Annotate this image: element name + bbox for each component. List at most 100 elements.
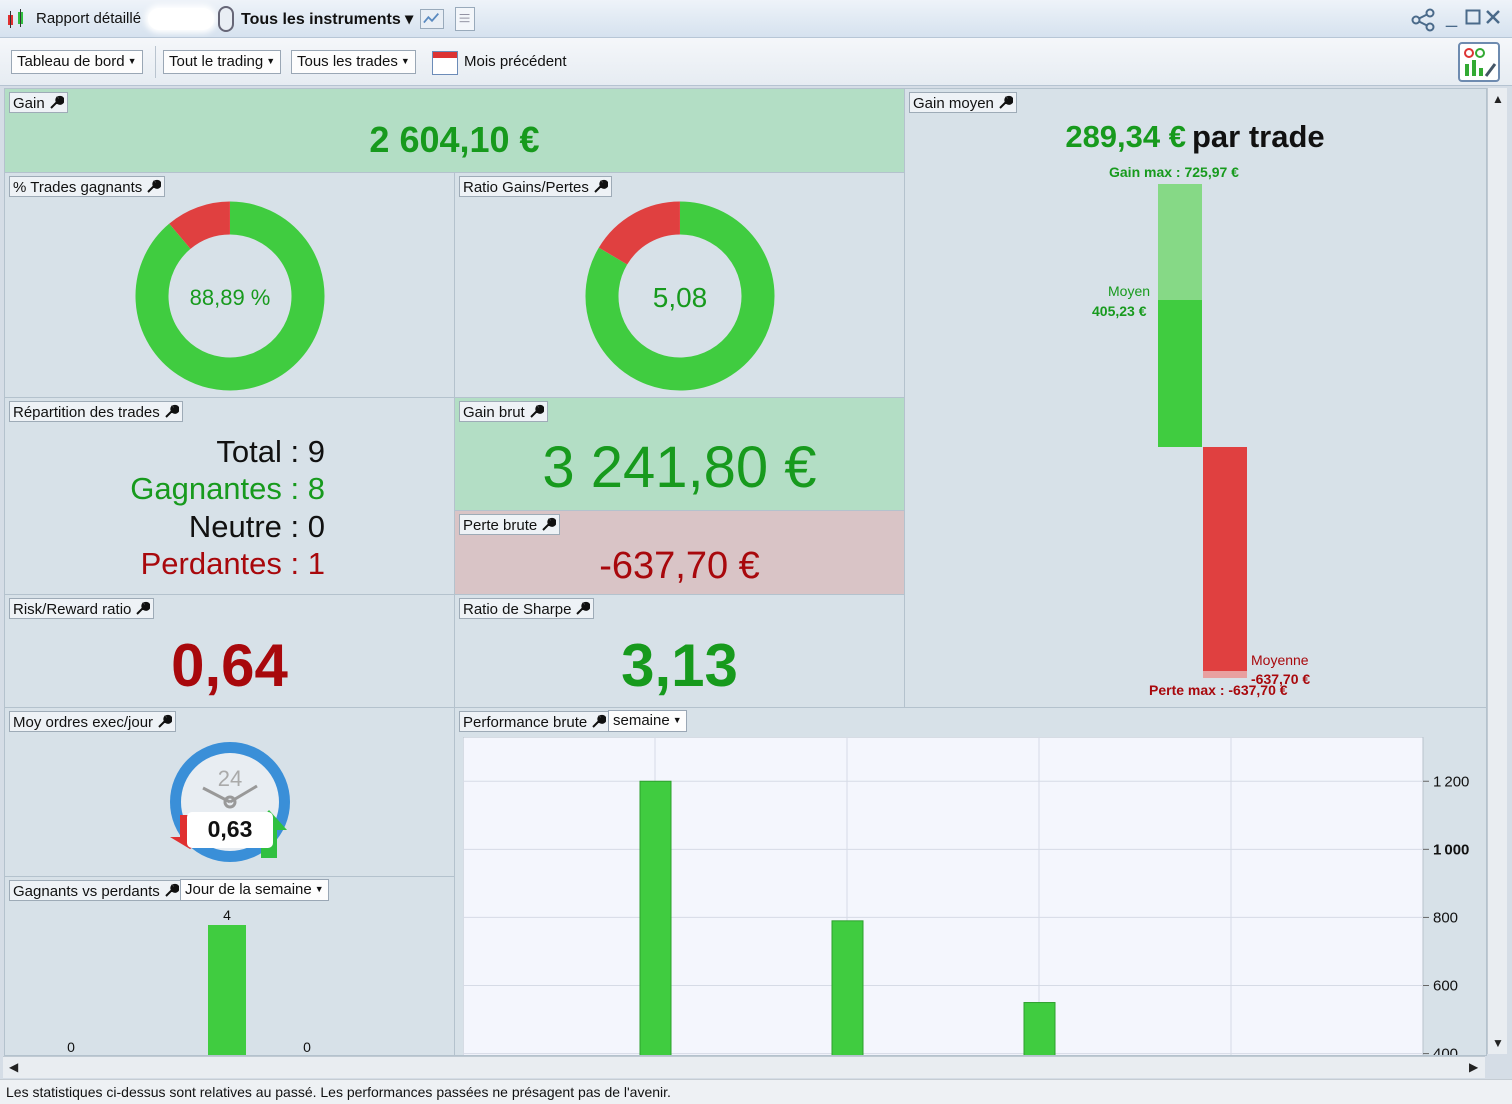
winning-trades-label: Gagnantes : — [130, 471, 308, 506]
risk-reward-title: Risk/Reward ratio — [9, 598, 155, 619]
y-tick-label: 400 — [1433, 1046, 1458, 1056]
wrench-icon[interactable] — [156, 713, 173, 729]
average-gain-value: 289,34 € — [1065, 119, 1186, 154]
gain-loss-donut: 5,08 — [585, 201, 775, 391]
wrench-icon[interactable] — [163, 882, 179, 898]
wrench-icon[interactable] — [48, 94, 64, 110]
donut-loss-segment — [598, 201, 681, 266]
calendar-icon[interactable] — [432, 51, 458, 75]
losing-trades: Perdantes : 1 — [5, 546, 325, 582]
gross-performance-chart: 400 600 800 1 000 1 200 — [463, 737, 1469, 1056]
winloss-bar[interactable] — [208, 925, 246, 1056]
report-app-icon — [8, 9, 23, 28]
wrench-icon[interactable] — [528, 403, 544, 419]
close-icon[interactable] — [1485, 8, 1501, 31]
minimize-icon[interactable]: _ — [1446, 6, 1458, 28]
wrench-icon[interactable] — [592, 178, 608, 194]
avg-loss-bar — [1203, 447, 1247, 671]
wrench-icon[interactable] — [540, 516, 557, 532]
gross-loss-panel: Perte brute -637,70 € — [454, 510, 905, 596]
perf-bar[interactable] — [831, 920, 864, 1056]
scroll-left-icon[interactable]: ◀ — [9, 1060, 19, 1074]
average-gain-header: 289,34 € par trade — [905, 119, 1485, 155]
win-rate-title: % Trades gagnants — [9, 176, 166, 197]
neutral-trades-label: Neutre : — [188, 509, 308, 544]
horizontal-scrollbar[interactable]: ◀ ▶ — [3, 1056, 1485, 1078]
winloss-bar-label: 0 — [67, 1039, 75, 1055]
gain-title: Gain — [9, 92, 68, 113]
trading-dropdown-label: Tout le trading — [169, 53, 264, 70]
winning-trades: Gagnantes : 8 — [5, 471, 325, 507]
wrench-icon[interactable] — [997, 94, 1013, 110]
gross-gain-value: 3 241,80 € — [542, 435, 817, 500]
y-tick-label: 600 — [1433, 978, 1458, 995]
risk-reward-panel: Risk/Reward ratio 0,64 — [4, 594, 455, 708]
document-icon[interactable] — [455, 7, 475, 31]
wrench-icon[interactable] — [163, 403, 179, 419]
gain-loss-ratio-title-label: Ratio Gains/Pertes — [463, 179, 589, 196]
chevron-down-icon: ▼ — [672, 715, 682, 725]
win-rate-title-label: % Trades gagnants — [13, 179, 143, 196]
winloss-bar-label: 4 — [223, 907, 231, 923]
win-rate-donut: 88,89 % — [135, 201, 325, 391]
average-gain-panel: Gain moyen 289,34 € par trade Gain max : … — [904, 88, 1487, 708]
winners-vs-losers-panel: Gagnants vs perdants Jour de la semaine ▼… — [4, 876, 455, 1056]
win-rate-panel: % Trades gagnants 88,89 % — [4, 172, 455, 399]
donut-win-segment — [135, 201, 325, 391]
win-rate-value: 88,89 % — [190, 285, 271, 310]
scroll-down-icon[interactable]: ▼ — [1492, 1036, 1504, 1050]
wrench-icon[interactable] — [574, 600, 591, 616]
orders-per-day-title-label: Moy ordres exec/jour — [13, 714, 154, 731]
wrench-icon[interactable] — [134, 600, 151, 616]
trades-dropdown[interactable]: Tous les trades ▼ — [291, 50, 416, 74]
instruments-dropdown[interactable]: Tous les instruments ▾ — [241, 11, 414, 28]
trading-dropdown[interactable]: Tout le trading ▼ — [163, 50, 282, 74]
vertical-scrollbar[interactable]: ▲ ▼ — [1487, 88, 1507, 1054]
sharpe-title-label: Ratio de Sharpe — [463, 601, 572, 618]
window-title: Rapport détaillé — [36, 10, 142, 27]
clock-gauge-icon: 24 — [170, 742, 290, 862]
maximize-icon[interactable] — [1465, 8, 1481, 31]
gain-loss-ratio-title: Ratio Gains/Pertes — [459, 176, 612, 197]
week-dropdown[interactable]: semaine ▼ — [608, 710, 687, 732]
neutral-trades-value: 0 — [307, 509, 325, 544]
scroll-right-icon[interactable]: ▶ — [1469, 1060, 1479, 1074]
title-bar: Rapport détaillé Tous les instruments ▾ … — [0, 0, 1512, 38]
gain-panel: Gain 2 604,10 € — [4, 88, 905, 173]
scroll-up-icon[interactable]: ▲ — [1492, 92, 1504, 106]
perf-bar[interactable] — [639, 780, 672, 1056]
trade-distribution-title-label: Répartition des trades — [13, 404, 160, 421]
weekday-dropdown[interactable]: Jour de la semaine ▼ — [180, 879, 329, 901]
gain-title-label: Gain — [13, 95, 45, 112]
winners-vs-losers-chart: 0 4 0 — [67, 907, 311, 1056]
winners-vs-losers-title: Gagnants vs perdants — [9, 880, 183, 901]
y-tick-label: 800 — [1433, 909, 1458, 926]
share-icon[interactable] — [1410, 8, 1440, 32]
winners-vs-losers-title-label: Gagnants vs perdants — [13, 883, 160, 900]
period-label[interactable]: Mois précédent — [464, 53, 567, 70]
losing-trades-value: 1 — [307, 546, 325, 581]
avg-win-value: 405,23 € — [1092, 303, 1147, 319]
disclaimer-footer: Les statistiques ci-dessus sont relative… — [0, 1079, 1512, 1104]
link-icon[interactable] — [218, 6, 234, 32]
chart-link-icon[interactable] — [420, 9, 444, 29]
average-gain-title-label: Gain moyen — [913, 95, 994, 112]
toolbar-separator — [155, 46, 156, 78]
gross-loss-value: -637,70 € — [599, 545, 760, 587]
max-gain-label: Gain max : 725,97 € — [1109, 164, 1239, 180]
orders-per-day-panel: Moy ordres exec/jour 24 0,63 — [4, 707, 455, 878]
orders-per-day-value: 0,63 — [207, 816, 253, 842]
dashboard-dropdown[interactable]: Tableau de bord ▼ — [11, 50, 143, 74]
gain-loss-ratio-value: 5,08 — [653, 282, 708, 313]
trades-dropdown-label: Tous les trades — [297, 53, 398, 70]
gross-gain-panel: Gain brut 3 241,80 € — [454, 397, 905, 511]
gross-gain-title: Gain brut — [459, 401, 548, 422]
sharpe-panel: Ratio de Sharpe 3,13 — [454, 594, 905, 708]
wrench-icon[interactable] — [145, 178, 162, 194]
donut-loss-segment — [169, 201, 231, 250]
report-settings-icon[interactable] — [1458, 42, 1500, 82]
total-trades: Total : 9 — [5, 434, 325, 470]
perf-bar[interactable] — [1023, 1002, 1056, 1056]
donut-gain-segment — [585, 201, 775, 391]
wrench-icon[interactable] — [590, 713, 607, 729]
